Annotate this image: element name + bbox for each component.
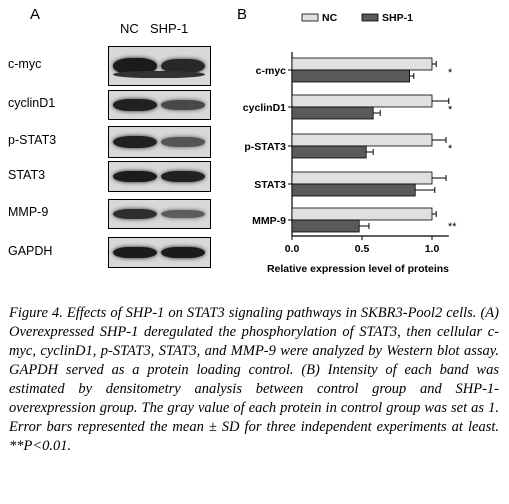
bar-nc (291, 94, 433, 108)
blot-strip (108, 199, 211, 229)
blot-row-label: STAT3 (8, 167, 46, 182)
legend-swatch-shp-1 (361, 13, 379, 22)
band-nc (113, 208, 157, 220)
band-shp1 (161, 246, 205, 259)
bar-chart: NC SHP-1 c-myc * cyclinD1 * p-STAT3 * STAT3 MMP-9… (243, 12, 457, 275)
blot-row-label: c-myc (8, 57, 42, 71)
legend-label: SHP-1 (382, 12, 413, 24)
category-label: c-myc (256, 65, 287, 77)
legend-swatch-nc (301, 13, 319, 22)
lane-label-nc: NC (120, 21, 139, 36)
panel-b-letter: B (237, 6, 248, 23)
caption-text: Effects of SHP-1 on STAT3 signaling path… (9, 305, 499, 454)
band-nc (113, 99, 157, 111)
bar-nc (291, 207, 433, 221)
bar-shp-1 (291, 219, 360, 233)
bar-nc (291, 171, 433, 185)
blot-row-label: cyclinD1 (8, 96, 56, 110)
blot-strip (108, 161, 211, 192)
blot-row-label: p-STAT3 (8, 133, 57, 147)
blot-strip (108, 90, 211, 120)
band-nc (113, 246, 157, 259)
x-tick-label: 0.0 (285, 243, 300, 255)
western-blot-panel: A NC SHP-1 c-myc cyclinD1 p-STAT3 STAT3 MMP-… (0, 0, 230, 275)
blot-strip (108, 126, 211, 158)
lane-label-shp1: SHP-1 (150, 21, 189, 36)
significance-mark: ** (448, 221, 457, 233)
blot-row-label: GAPDH (8, 243, 53, 258)
category-label: MMP-9 (252, 215, 286, 227)
bar-shp-1 (291, 183, 416, 197)
blot-strip (108, 46, 211, 86)
x-tick-label: 1.0 (425, 243, 440, 255)
x-axis-label: Relative expression level of proteins (267, 263, 449, 275)
significance-mark: * (448, 104, 453, 116)
bar-shp-1 (291, 145, 367, 159)
category-label: cyclinD1 (243, 102, 286, 114)
band-secondary (113, 71, 205, 78)
band-shp1 (161, 100, 205, 110)
bar-nc (291, 57, 433, 71)
significance-mark: * (448, 67, 453, 79)
category-label: p-STAT3 (244, 141, 286, 153)
caption-label: Figure 4. (9, 305, 63, 321)
bar-shp-1 (291, 106, 374, 120)
x-tick-label: 0.5 (355, 243, 370, 255)
legend-label: NC (322, 12, 338, 24)
band-shp1 (161, 137, 205, 147)
band-shp1 (161, 58, 205, 74)
significance-mark: * (448, 143, 453, 155)
category-label: STAT3 (254, 179, 286, 191)
figure-caption: Figure 4. Effects of SHP-1 on STAT3 sign… (9, 304, 499, 456)
band-shp1 (161, 170, 205, 183)
band-shp1 (161, 209, 205, 219)
bar-nc (291, 133, 433, 147)
panel-a-letter: A (30, 6, 41, 23)
blot-row-label: MMP-9 (8, 205, 49, 219)
band-nc (113, 170, 157, 183)
band-nc (113, 136, 157, 148)
band-nc (113, 58, 157, 74)
bar-shp-1 (291, 69, 410, 83)
blot-strip (108, 237, 211, 268)
